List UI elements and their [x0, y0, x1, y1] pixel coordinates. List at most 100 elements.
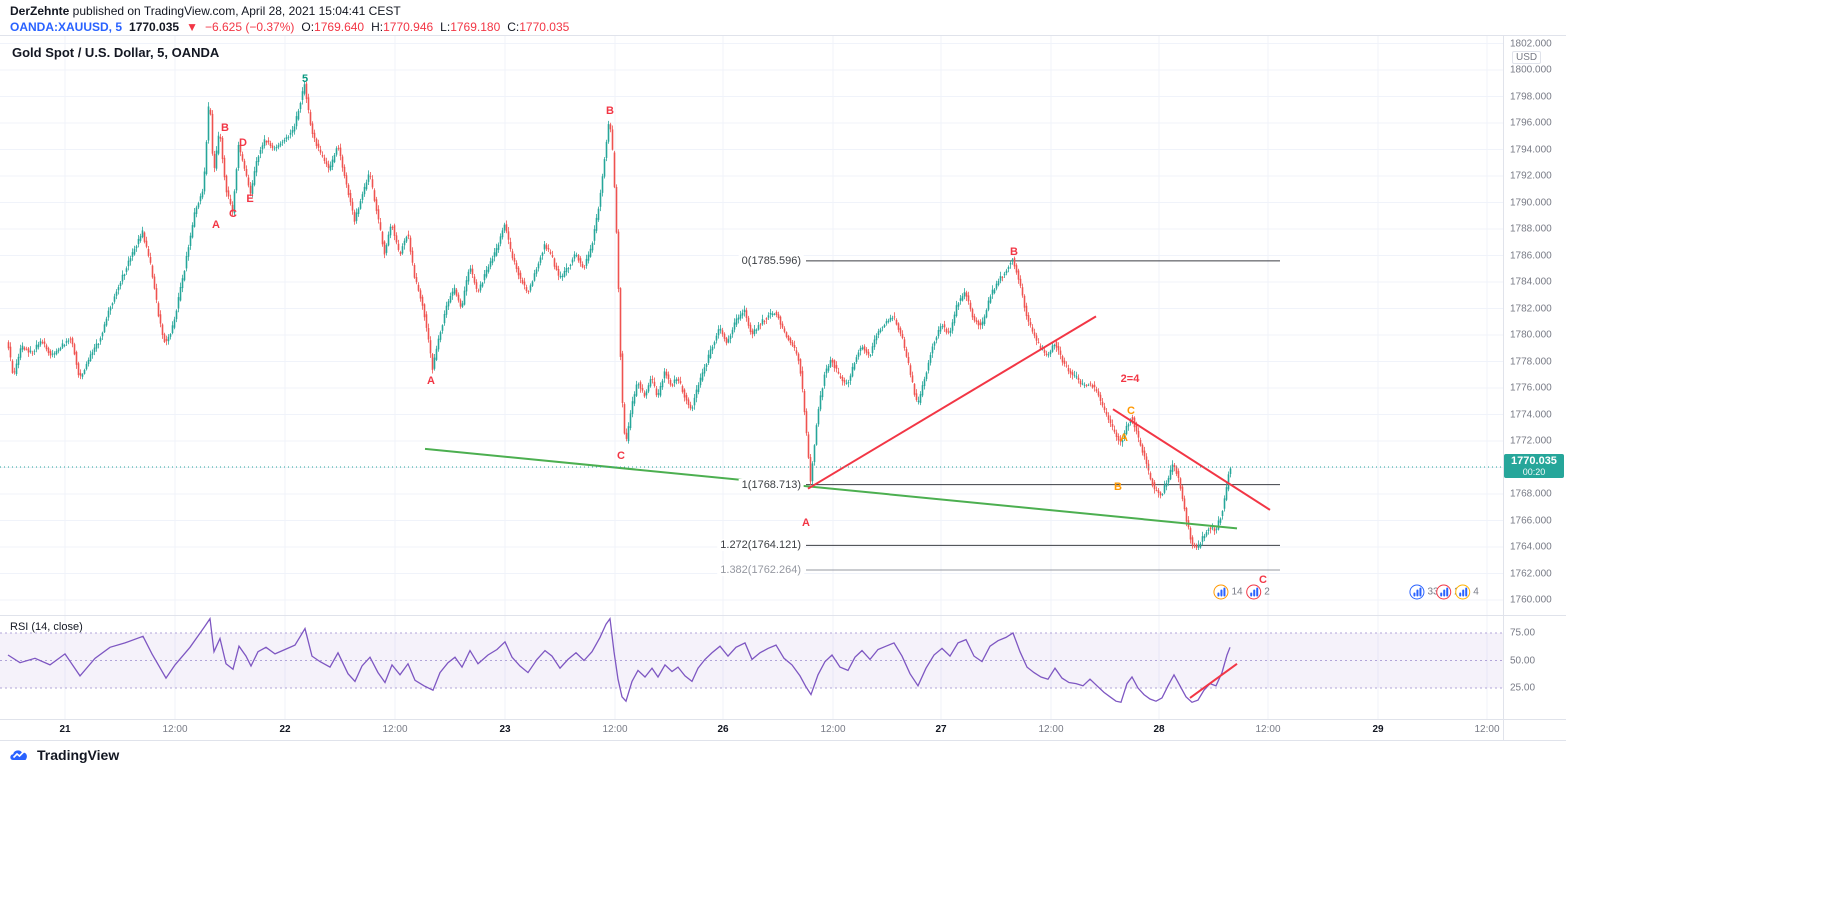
rsi-trend-line [1189, 662, 1238, 699]
price-axis-label: 1774.000 [1510, 409, 1552, 420]
price-pane-chart[interactable] [0, 36, 1503, 615]
price-axis-label: 1782.000 [1510, 303, 1552, 314]
chart-title: Gold Spot / U.S. Dollar, 5, OANDA [12, 45, 220, 60]
idea-marker-icon[interactable] [1409, 584, 1425, 600]
chart-bar-glyph [1464, 587, 1467, 597]
idea-marker-1[interactable]: 2 [1246, 584, 1270, 600]
chart-bar-glyph [1418, 587, 1421, 597]
chart-bar-glyph [1412, 592, 1415, 597]
time-axis-label: 28 [1153, 724, 1165, 735]
time-axis-label: 26 [717, 724, 729, 735]
publish-text: published on TradingView.com, April 28, … [69, 4, 401, 18]
price-axis-label: 1792.000 [1510, 170, 1552, 182]
chart-bar-glyph [1461, 589, 1464, 597]
badge-countdown: 00:20 [1522, 467, 1546, 477]
open-value: 1769.640 [314, 20, 365, 34]
idea-marker-count: 4 [1473, 586, 1479, 598]
idea-marker-4[interactable]: 4 [1455, 584, 1479, 600]
time-axis-label: 22 [279, 724, 291, 735]
chart-bar-glyph [1255, 587, 1258, 597]
time-axis-label: 12:00 [1474, 724, 1500, 735]
rsi-line [7, 616, 1231, 704]
tradingview-footer[interactable]: TradingView [8, 744, 119, 766]
rsi-axis-label: 75.00 [1510, 627, 1536, 639]
chart-bar-glyph [1216, 592, 1219, 597]
axis-currency-label: USD [1512, 51, 1542, 64]
price-axis-label: 1762.000 [1510, 568, 1552, 579]
close-value: 1770.035 [519, 20, 570, 34]
chart-bar-glyph [1415, 589, 1418, 597]
close-label: C: [507, 20, 520, 34]
chart-bar-glyph [1442, 589, 1445, 597]
chart-bar-glyph [1439, 592, 1442, 597]
price-axis-label: 1800.000 [1510, 64, 1552, 76]
ohlc-high: H:1770.946 [371, 20, 433, 34]
time-axis-label: 12:00 [820, 724, 846, 735]
chart-bar-glyph [1222, 587, 1225, 597]
idea-marker-icon[interactable] [1436, 584, 1452, 600]
ohlc-open: O:1769.640 [301, 20, 364, 34]
price-axis-label: 1764.000 [1510, 541, 1552, 553]
time-axis-label: 12:00 [602, 724, 628, 735]
idea-marker-count: 14 [1231, 586, 1243, 598]
idea-marker-icon[interactable] [1246, 584, 1262, 600]
tradingview-brand: TradingView [37, 747, 120, 763]
idea-marker-icon[interactable] [1455, 584, 1471, 600]
ohlc-close: C:1770.035 [507, 20, 569, 34]
price-axis-label: 1760.000 [1510, 594, 1552, 606]
rsi-indicator-label: RSI (14, close) [10, 621, 83, 633]
price-axis-label: 1780.000 [1510, 329, 1552, 341]
price-axis-label: 1790.000 [1510, 197, 1552, 208]
fib-retracement-lines [806, 260, 1280, 571]
high-value: 1770.946 [383, 20, 434, 34]
tradingview-logo-icon [10, 750, 27, 760]
rsi-grid [64, 615, 1488, 719]
time-axis-label: 27 [935, 724, 947, 735]
idea-marker-count: 2 [1264, 586, 1270, 598]
price-axis-label: 1786.000 [1510, 250, 1552, 261]
time-axis-label: 23 [499, 724, 511, 735]
badge-price: 1770.035 [1511, 455, 1557, 467]
time-axis-separator [0, 719, 1566, 720]
chart-bottom-border [0, 740, 1566, 741]
price-axis[interactable]: 1760.000 1762.000 1764.000 1766.000 1768.000… [1503, 36, 1566, 741]
time-axis-label: 12:00 [382, 724, 408, 735]
price-axis-label: 1784.000 [1510, 276, 1552, 288]
rsi-pane-chart[interactable] [0, 615, 1503, 719]
idea-marker-icon[interactable] [1213, 584, 1229, 600]
symbol-ohlc-bar: OANDA:XAUUSD, 5 1770.035 ▼ −6.625 (−0.37… [10, 20, 569, 34]
chart-bar-glyph [1249, 592, 1252, 597]
price-axis-label: 1766.000 [1510, 515, 1552, 526]
chart-bar-glyph [1219, 589, 1222, 597]
idea-marker-0[interactable]: 14 [1213, 584, 1243, 600]
price-axis-label: 1798.000 [1510, 91, 1552, 102]
rsi-axis-label: 25.00 [1510, 682, 1536, 694]
price-axis-border [1503, 36, 1504, 741]
time-axis-label: 29 [1372, 724, 1384, 735]
time-axis-label: 12:00 [162, 724, 188, 735]
price-axis-label: 1794.000 [1510, 144, 1552, 155]
price-axis-label: 1776.000 [1510, 382, 1552, 394]
pane-separator[interactable] [0, 615, 1566, 616]
price-grid [0, 36, 1503, 615]
last-price-value: 1770.035 [129, 20, 180, 34]
ohlc-low: L:1769.180 [440, 20, 500, 34]
price-axis-label: 1768.000 [1510, 488, 1552, 500]
chart-bar-glyph [1445, 587, 1448, 597]
price-change: −6.625 (−0.37%) [204, 20, 295, 34]
low-value: 1769.180 [450, 20, 501, 34]
symbol-name[interactable]: OANDA:XAUUSD, 5 [10, 20, 123, 34]
price-axis-label: 1796.000 [1510, 117, 1552, 129]
last-price-badge: 1770.035 00:20 [1504, 454, 1564, 478]
time-axis-label: 12:00 [1038, 724, 1064, 735]
open-label: O: [301, 20, 315, 34]
time-axis[interactable]: 21 12:00 22 12:00 23 12:00 26 12:00 27 12:00 28 12:… [0, 719, 1503, 741]
price-axis-label: 1788.000 [1510, 223, 1552, 235]
low-label: L: [440, 20, 451, 34]
high-label: H: [371, 20, 384, 34]
trend-lines [424, 315, 1271, 530]
idea-marker-2[interactable]: 33 [1409, 584, 1439, 600]
price-axis-label: 1802.000 [1510, 38, 1552, 49]
publish-info: DerZehnte published on TradingView.com, … [10, 4, 401, 18]
